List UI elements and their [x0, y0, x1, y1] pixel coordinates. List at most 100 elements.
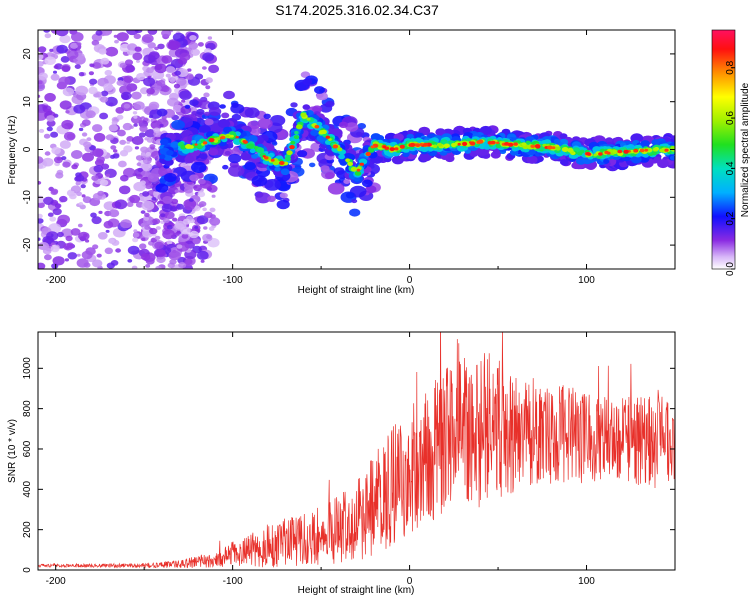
heatmap-noise-blob — [92, 124, 103, 133]
heatmap-noise-blob — [160, 213, 166, 218]
colorbar-frame — [711, 29, 736, 270]
heatmap-noise-blob — [154, 241, 164, 250]
heatmap-noise-blob — [189, 35, 197, 41]
heatmap-noise-blob — [114, 199, 128, 210]
heatmap-noise-blob — [96, 156, 105, 163]
heatmap-noise-blob — [61, 119, 74, 130]
heatmap-ridge-blob — [513, 142, 518, 146]
heatmap-noise-blob — [138, 119, 143, 124]
heatmap-noise-blob — [98, 48, 107, 55]
heatmap-ridge-blob — [560, 159, 569, 166]
heatmap-noise-blob — [202, 66, 207, 70]
heatmap-noise-blob — [132, 237, 139, 243]
heatmap-noise-blob — [63, 131, 76, 141]
heatmap-noise-blob — [205, 77, 213, 84]
heatmap-noise-blob — [151, 197, 157, 201]
heatmap-noise-blob — [138, 132, 146, 138]
heatmap-noise-blob — [167, 97, 179, 107]
heatmap-ridge-blob — [359, 162, 364, 166]
heatmap-ridge-blob — [354, 171, 362, 176]
heatmap-noise-blob — [154, 235, 161, 240]
heatmap-noise-blob — [202, 52, 215, 62]
heatmap-noise-blob — [43, 30, 51, 33]
heatmap-noise-blob — [123, 145, 133, 153]
heatmap-noise-blob — [93, 165, 104, 173]
heatmap-xtick-label: -100 — [223, 275, 243, 286]
heatmap-noise-blob — [144, 225, 151, 230]
heatmap-scatter-blob — [279, 192, 288, 199]
heatmap-noise-blob — [104, 69, 113, 76]
heatmap-ridge-blob — [617, 149, 623, 154]
heatmap-noise-blob — [91, 39, 100, 46]
heatmap-ridge-blob — [479, 125, 492, 136]
heatmap-noise-blob — [152, 218, 161, 225]
heatmap-noise-blob — [111, 120, 118, 126]
heatmap-noise-blob — [144, 183, 153, 190]
heatmap-noise-blob — [164, 211, 175, 220]
heatmap-ridge-blob — [325, 135, 330, 139]
heatmap-noise-blob — [141, 162, 153, 172]
heatmap-noise-blob — [135, 173, 143, 180]
heatmap-noise-blob — [127, 259, 133, 263]
heatmap-noise-blob — [62, 87, 75, 97]
heatmap-ridge-blob — [487, 141, 493, 145]
heatmap-noise-blob — [78, 231, 90, 241]
heatmap-noise-blob — [118, 160, 127, 168]
heatmap-noise-blob — [91, 216, 102, 225]
heatmap-noise-blob — [175, 220, 187, 230]
heatmap-noise-blob — [123, 103, 131, 109]
heatmap-ridge-blob — [419, 143, 424, 146]
heatmap-noise-blob — [51, 188, 59, 194]
heatmap-noise-blob — [206, 234, 212, 239]
heatmap-ridge-blob — [350, 166, 358, 172]
heatmap-noise-blob — [165, 73, 171, 78]
heatmap-noise-blob — [116, 114, 124, 120]
heatmap-noise-blob — [117, 129, 126, 137]
heatmap-ytick-label: 20 — [22, 48, 33, 60]
heatmap-scatter-blob — [345, 192, 355, 199]
heatmap-ridge-blob — [440, 154, 449, 161]
heatmap-noise-blob — [140, 180, 146, 185]
heatmap-ridge-blob — [300, 112, 307, 118]
heatmap-noise-blob — [139, 243, 147, 250]
heatmap-ridge-blob — [555, 146, 561, 151]
heatmap-noise-blob — [161, 55, 173, 64]
heatmap-ridge-blob — [208, 148, 219, 156]
heatmap-noise-blob — [133, 101, 145, 110]
heatmap-noise-blob — [161, 85, 170, 93]
heatmap-noise-blob — [96, 253, 102, 258]
heatmap-noise-blob — [59, 34, 71, 44]
heatmap-noise-blob — [189, 230, 199, 239]
heatmap-scatter-blob — [255, 192, 271, 204]
heatmap-ridge-blob — [274, 166, 281, 172]
heatmap-noise-blob — [38, 46, 47, 53]
heatmap-noise-blob — [196, 250, 209, 260]
heatmap-ridge-blob — [338, 154, 345, 160]
heatmap-ridge-blob — [657, 159, 669, 169]
heatmap-noise-blob — [156, 255, 166, 264]
heatmap-noise-blob — [78, 202, 84, 206]
heatmap-ridge-blob — [664, 148, 669, 152]
heatmap-noise-blob — [149, 227, 158, 235]
heatmap-ridge-blob — [208, 138, 215, 143]
heatmap-noise-blob — [44, 151, 51, 156]
heatmap-noise-blob — [144, 129, 157, 138]
heatmap-noise-blob — [174, 70, 181, 76]
heatmap-scatter-blob — [269, 115, 286, 126]
heatmap-ridge-blob — [535, 145, 541, 149]
heatmap-noise-blob — [155, 265, 162, 269]
heatmap-ridge-blob — [370, 145, 375, 149]
heatmap-scatter-blob — [320, 165, 330, 172]
heatmap-noise-blob — [132, 111, 138, 115]
heatmap-ridge-blob — [280, 168, 290, 176]
heatmap-noise-blob — [38, 156, 44, 164]
heatmap-noise-blob — [51, 242, 55, 246]
heatmap-noise-blob — [168, 40, 181, 50]
heatmap-noise-blob — [172, 32, 185, 42]
heatmap-ridge-blob — [332, 144, 339, 149]
heatmap-noise-blob — [205, 85, 211, 90]
heatmap-noise-blob — [52, 208, 62, 216]
heatmap-ridge-blob — [441, 140, 448, 145]
heatmap-noise-blob — [70, 42, 78, 49]
heatmap-noise-blob — [203, 226, 208, 230]
